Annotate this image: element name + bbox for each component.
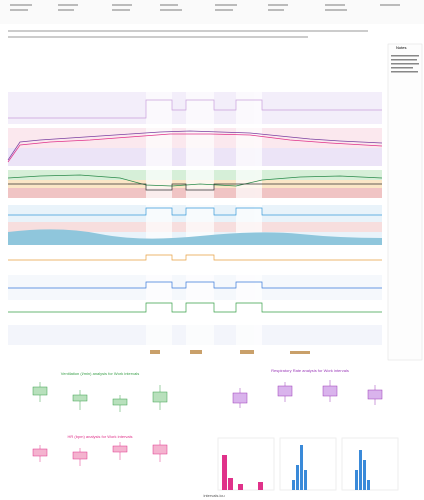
footer-brand: intervals.icu [203, 493, 224, 498]
box-plots [32, 382, 168, 412]
notes-text [391, 55, 419, 73]
box-plots [32, 440, 168, 466]
box-plots [232, 380, 383, 408]
traces [7, 99, 383, 313]
notes-title: Notes [396, 45, 406, 50]
histograms [217, 437, 399, 491]
analysis-title: Ventilation (l/min) analysis for Work in… [61, 371, 139, 376]
bottom-marks [150, 350, 310, 354]
analysis-title: Respiratory Rate analysis for Work inter… [271, 368, 349, 373]
notes-panel [387, 43, 423, 361]
header [0, 0, 424, 24]
header-stats [10, 4, 400, 11]
interval-bands [146, 44, 262, 360]
analysis-title: HR (bpm) analysis for Work intervals [67, 434, 132, 439]
legend-row [8, 30, 368, 38]
area-trace [8, 229, 382, 245]
